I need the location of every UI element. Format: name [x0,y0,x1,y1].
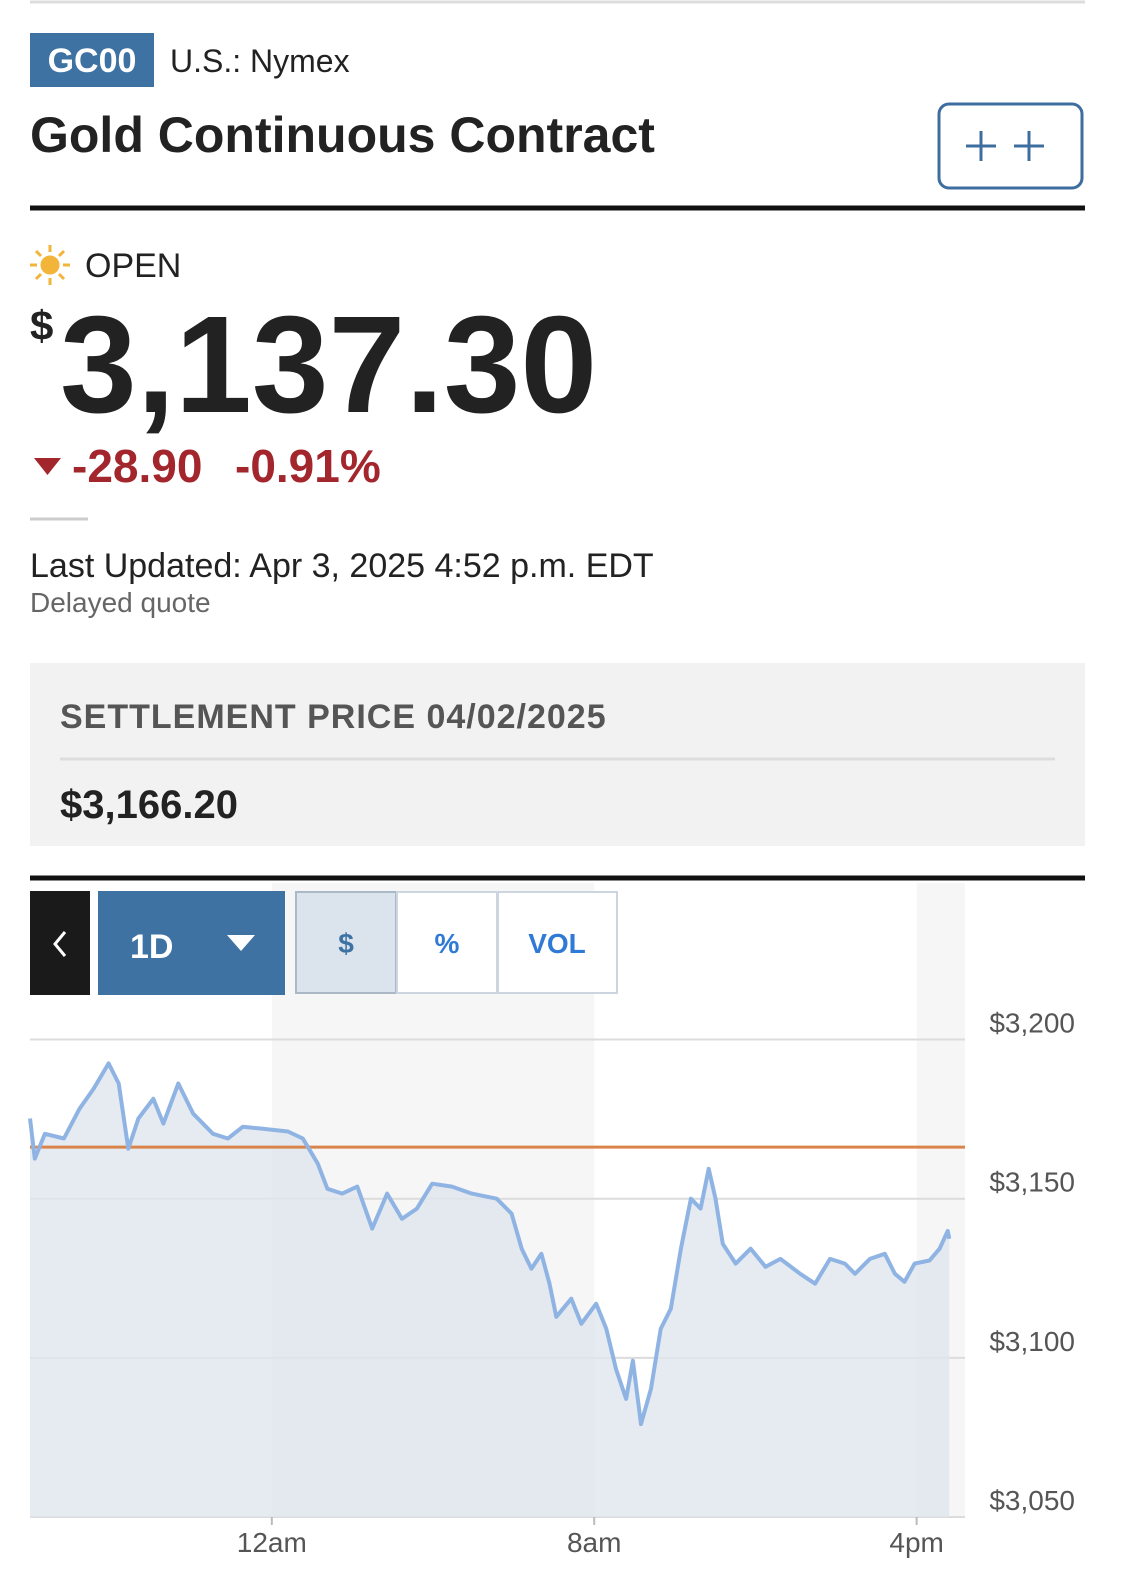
settlement-value: $3,166.20 [60,783,238,827]
down-arrow [34,458,61,475]
market-status: OPEN [85,247,181,285]
price: 3,137.30 [60,288,597,442]
y-tick-label: $3,050 [989,1485,1075,1516]
change: -28.90 [72,440,202,492]
ticker: GC00 [48,42,137,80]
currency: $ [30,302,53,349]
change-percent: -0.91% [235,440,381,492]
tab-button[interactable] [295,891,397,994]
price-area [30,1063,950,1517]
tab-button[interactable] [497,891,618,994]
x-tick-label: 12am [237,1527,307,1558]
settlement-box [30,663,1085,846]
delayed-note: Delayed quote [30,587,211,618]
y-tick-label: $3,100 [989,1326,1075,1357]
tab-label: % [435,928,460,959]
y-tick-label: $3,200 [989,1008,1075,1039]
watchlist-button[interactable] [937,102,1084,190]
back-button[interactable] [30,891,90,995]
x-tick-label: 8am [567,1527,621,1558]
title: Gold Continuous Contract [30,107,655,163]
ticker-badge [30,33,154,87]
tab-label: VOL [528,928,586,959]
settlement-label: SETTLEMENT PRICE 04/02/2025 [60,698,607,736]
x-tick-label: 4pm [889,1527,943,1558]
exchange: U.S.: Nymex [170,43,350,79]
range-label: 1D [130,928,173,966]
tab-label: $ [338,928,354,959]
range-selector[interactable]: 1D [98,891,285,995]
sun-icon [30,245,70,285]
last-updated: Last Updated: Apr 3, 2025 4:52 p.m. EDT [30,547,654,585]
y-tick-label: $3,150 [989,1167,1075,1198]
price-line [28,1061,952,1427]
